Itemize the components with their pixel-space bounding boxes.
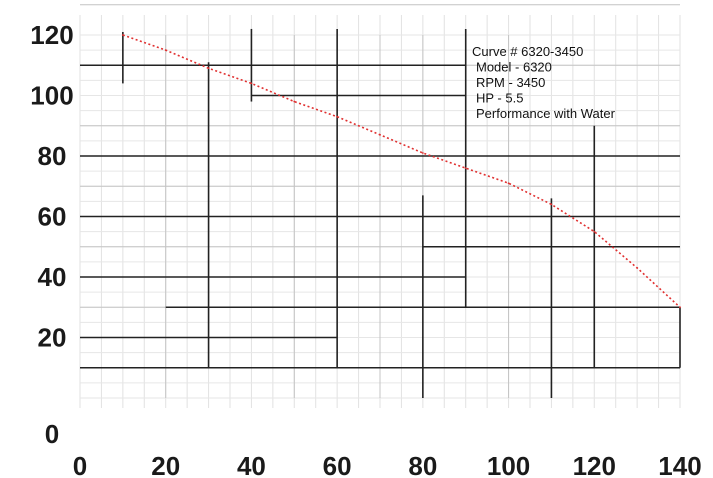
curve-point [550,203,553,206]
curve-layer [121,34,681,309]
x-tick-label: 140 [658,451,701,478]
y-axis-ticks: 0 20 40 60 80 100 120 [30,20,73,449]
y-tick-label: 20 [38,323,67,353]
curve-point [507,182,510,185]
curve-point [121,34,124,36]
x-tick-label: 40 [237,451,266,478]
y-tick-label: 120 [30,20,73,50]
curve-point [464,167,467,170]
curve-info-line: Performance with Water [476,106,616,121]
x-tick-label: 80 [408,451,437,478]
y-tick-label: 100 [30,81,73,111]
curve-info-line: HP - 5.5 [476,91,523,106]
x-tick-label: 100 [487,451,530,478]
performance-curve [122,34,681,308]
curve-point [336,115,339,118]
x-axis-ticks: 0 20 40 60 80 100 120 140 [73,451,702,478]
y-tick-label: 0 [45,419,59,449]
x-tick-label: 20 [151,451,180,478]
curve-point [636,267,639,269]
x-tick-label: 0 [73,451,87,478]
curve-point [207,67,210,70]
curve-point [593,230,596,233]
curve-info-line: Curve # 6320-3450 [472,44,583,59]
curve-point [293,100,296,103]
curve-point [164,49,167,52]
curve-point [679,306,681,309]
y-tick-label: 80 [38,141,67,171]
curve-info-line: RPM - 3450 [476,75,545,90]
x-tick-label: 120 [573,451,616,478]
curve-point [379,133,381,136]
y-tick-label: 40 [38,262,67,292]
y-tick-label: 60 [38,202,67,232]
curve-point [250,82,253,85]
x-tick-label: 60 [323,451,352,478]
curve-info-line: Model - 6320 [476,60,552,75]
grid-layer [79,4,681,408]
curve-point [421,152,424,154]
